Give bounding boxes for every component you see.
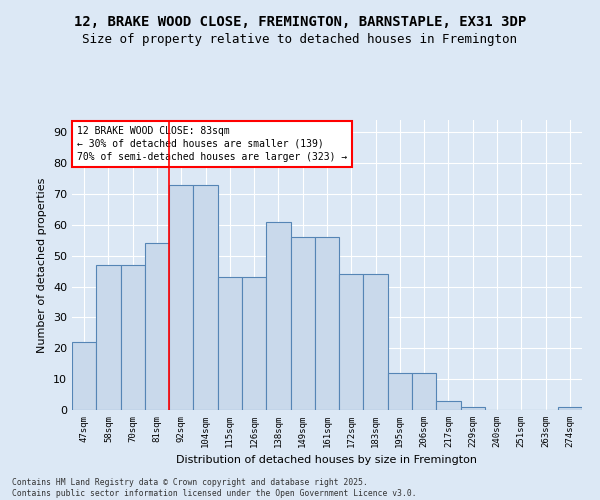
Y-axis label: Number of detached properties: Number of detached properties <box>37 178 47 352</box>
Bar <box>339 274 364 410</box>
Bar <box>558 407 582 410</box>
Text: 12 BRAKE WOOD CLOSE: 83sqm
← 30% of detached houses are smaller (139)
70% of sem: 12 BRAKE WOOD CLOSE: 83sqm ← 30% of deta… <box>77 126 347 162</box>
Bar <box>436 400 461 410</box>
Bar <box>72 342 96 410</box>
Bar <box>388 373 412 410</box>
Bar <box>364 274 388 410</box>
X-axis label: Distribution of detached houses by size in Fremington: Distribution of detached houses by size … <box>176 456 478 466</box>
Text: 12, BRAKE WOOD CLOSE, FREMINGTON, BARNSTAPLE, EX31 3DP: 12, BRAKE WOOD CLOSE, FREMINGTON, BARNST… <box>74 15 526 29</box>
Text: Contains HM Land Registry data © Crown copyright and database right 2025.
Contai: Contains HM Land Registry data © Crown c… <box>12 478 416 498</box>
Bar <box>145 244 169 410</box>
Bar <box>412 373 436 410</box>
Bar <box>266 222 290 410</box>
Bar <box>96 265 121 410</box>
Bar <box>290 237 315 410</box>
Bar <box>121 265 145 410</box>
Bar <box>315 237 339 410</box>
Bar <box>242 278 266 410</box>
Bar <box>169 185 193 410</box>
Bar <box>193 185 218 410</box>
Text: Size of property relative to detached houses in Fremington: Size of property relative to detached ho… <box>83 32 517 46</box>
Bar <box>218 278 242 410</box>
Bar <box>461 407 485 410</box>
